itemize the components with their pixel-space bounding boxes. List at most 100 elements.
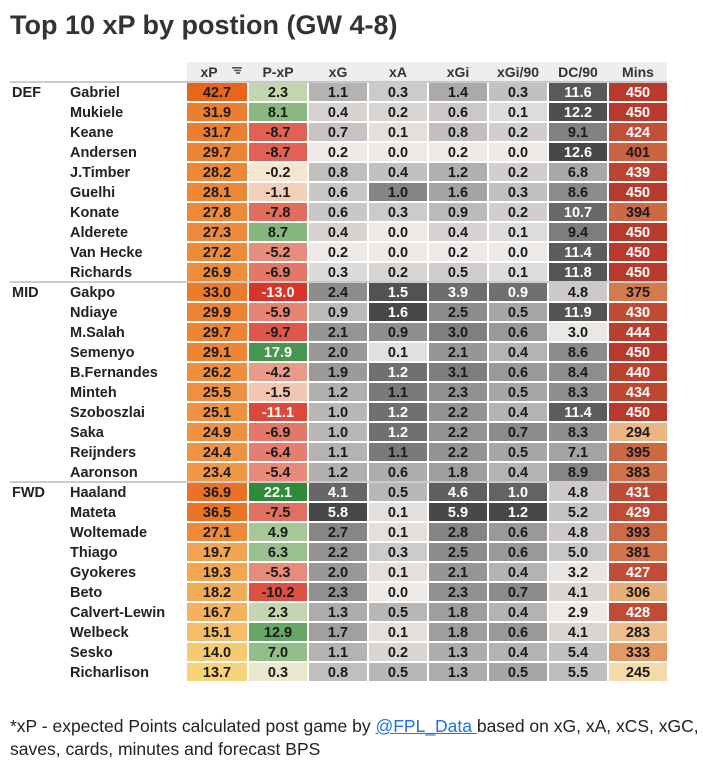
cell-value: -1.5 xyxy=(266,385,291,401)
cell-xgi-90 xyxy=(489,463,547,481)
cell-p-xp xyxy=(249,223,307,241)
cell-p-xp xyxy=(249,243,307,261)
cell-value: 5.4 xyxy=(568,645,588,661)
cell-xg xyxy=(309,323,367,341)
cell-xp xyxy=(187,163,247,181)
cell-p-xp xyxy=(249,603,307,621)
cell-value: 2.8 xyxy=(448,525,468,541)
cell-value: 434 xyxy=(626,385,650,401)
cell-value: -5.3 xyxy=(266,565,291,581)
cell-value: -5.4 xyxy=(266,465,291,481)
cell-value: 2.2 xyxy=(448,425,468,441)
cell-xa xyxy=(369,623,427,641)
cell-value: 3.0 xyxy=(568,325,588,341)
cell-xgi-90 xyxy=(489,323,547,341)
column-header-xgi: xGi xyxy=(447,64,470,80)
player-name: Keane xyxy=(70,125,114,141)
cell-value: 394 xyxy=(626,205,650,221)
cell-value: 0.7 xyxy=(508,585,528,601)
fpl-data-link[interactable]: @FPL_Data xyxy=(375,716,477,736)
cell-value: 11.6 xyxy=(564,85,591,101)
cell-value: 31.7 xyxy=(203,125,231,141)
cell-xp xyxy=(187,523,247,541)
cell-xp xyxy=(187,563,247,581)
cell-xgi-90 xyxy=(489,563,547,581)
cell-value: 1.0 xyxy=(328,405,348,421)
cell-xg xyxy=(309,183,367,201)
cell-value: 0.2 xyxy=(388,105,408,121)
cell-dc-90 xyxy=(549,463,607,481)
cell-value: 450 xyxy=(626,85,650,101)
player-name: Saka xyxy=(70,425,105,441)
cell-value: 12.9 xyxy=(264,625,292,641)
cell-p-xp xyxy=(249,263,307,281)
cell-xgi-90 xyxy=(489,83,547,101)
cell-p-xp xyxy=(249,363,307,381)
cell-value: 0.3 xyxy=(508,185,528,201)
cell-value: 2.3 xyxy=(328,585,348,601)
cell-value: 1.8 xyxy=(448,465,468,481)
cell-value: 3.1 xyxy=(448,365,468,381)
cell-value: 0.4 xyxy=(508,645,528,661)
cell-value: 18.2 xyxy=(203,585,231,601)
cell-xp xyxy=(187,663,247,681)
cell-value: 2.2 xyxy=(328,545,348,561)
cell-dc-90 xyxy=(549,183,607,201)
cell-value: 29.1 xyxy=(203,345,231,361)
column-header-xgi-90: xGi/90 xyxy=(497,64,539,80)
cell-value: 4.8 xyxy=(568,525,588,541)
cell-value: 0.3 xyxy=(508,85,528,101)
cell-xgi-90 xyxy=(489,603,547,621)
cell-value: 26.9 xyxy=(203,265,231,281)
player-name: Konate xyxy=(70,205,119,221)
cell-dc-90 xyxy=(549,343,607,361)
cell-dc-90 xyxy=(549,263,607,281)
cell-value: 1.0 xyxy=(328,425,348,441)
player-name: B.Fernandes xyxy=(70,365,158,381)
player-name: Van Hecke xyxy=(70,245,143,261)
sort-descending-icon[interactable] xyxy=(232,67,242,74)
cell-value: 0.0 xyxy=(388,225,408,241)
cell-xgi xyxy=(429,163,487,181)
cell-xa xyxy=(369,243,427,261)
cell-value: 1.2 xyxy=(388,425,408,441)
cell-xa xyxy=(369,563,427,581)
cell-value: 0.6 xyxy=(328,205,348,221)
cell-dc-90 xyxy=(549,243,607,261)
cell-value: 0.9 xyxy=(328,305,348,321)
cell-xg xyxy=(309,483,367,501)
cell-mins xyxy=(609,563,667,581)
cell-mins xyxy=(609,403,667,421)
column-header-mins: Mins xyxy=(622,64,654,80)
cell-xp xyxy=(187,103,247,121)
cell-xg xyxy=(309,163,367,181)
cell-xgi-90 xyxy=(489,223,547,241)
cell-value: 0.2 xyxy=(448,245,468,261)
cell-value: 4.6 xyxy=(448,485,468,501)
cell-xgi xyxy=(429,283,487,301)
cell-p-xp xyxy=(249,443,307,461)
cell-value: 450 xyxy=(626,265,650,281)
cell-value: 2.3 xyxy=(268,605,288,621)
cell-dc-90 xyxy=(549,203,607,221)
cell-value: 0.0 xyxy=(508,245,528,261)
cell-xp xyxy=(187,183,247,201)
cell-p-xp xyxy=(249,503,307,521)
cell-value: 450 xyxy=(626,405,650,421)
cell-p-xp xyxy=(249,123,307,141)
cell-mins xyxy=(609,283,667,301)
cell-value: -8.7 xyxy=(266,125,291,141)
cell-value: 1.2 xyxy=(448,165,468,181)
cell-value: 28.2 xyxy=(203,165,231,181)
cell-mins xyxy=(609,163,667,181)
cell-value: 27.3 xyxy=(203,225,231,241)
cell-xp xyxy=(187,643,247,661)
cell-dc-90 xyxy=(549,423,607,441)
cell-mins xyxy=(609,303,667,321)
player-name: M.Salah xyxy=(70,325,125,341)
cell-xgi-90 xyxy=(489,543,547,561)
cell-value: 395 xyxy=(626,445,650,461)
cell-value: 1.1 xyxy=(328,445,348,461)
player-name: Minteh xyxy=(70,385,117,401)
cell-value: 13.7 xyxy=(203,665,231,681)
